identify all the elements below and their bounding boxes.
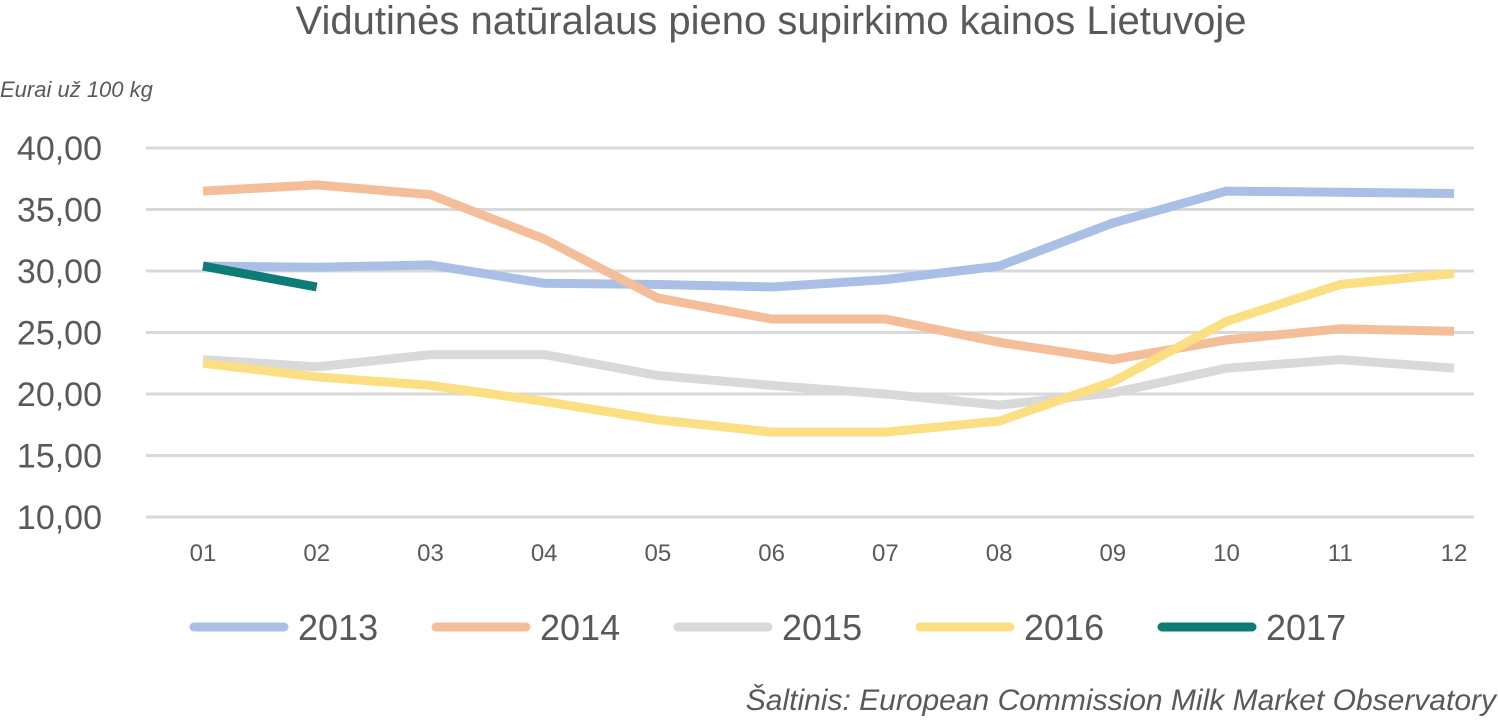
series-line-2016 <box>202 269 1455 437</box>
chart-title: Vidutinės natūralaus pieno supirkimo kai… <box>296 0 1247 43</box>
y-tick-label: 25,00 <box>17 315 102 353</box>
x-tick-label: 02 <box>303 540 330 567</box>
x-tick-label: 12 <box>1441 540 1468 567</box>
y-axis-ticks: 10,00 15,00 20,00 25,00 30,00 35,00 40,00 <box>17 130 102 537</box>
y-tick-label: 40,00 <box>17 130 102 168</box>
x-tick-label: 04 <box>531 540 558 567</box>
source-note: Šaltinis: European Commission Milk Marke… <box>746 683 1498 717</box>
y-tick-label: 15,00 <box>17 438 102 476</box>
x-tick-label: 01 <box>190 540 217 567</box>
series-line-2015 <box>202 350 1455 410</box>
legend-label-2013: 2013 <box>298 607 378 648</box>
series-line-2013 <box>202 186 1455 292</box>
gridlines <box>146 146 1474 519</box>
x-tick-label: 06 <box>758 540 785 567</box>
legend-label-2015: 2015 <box>782 607 862 648</box>
y-tick-label: 10,00 <box>17 499 102 537</box>
y-tick-label: 20,00 <box>17 376 102 414</box>
x-tick-label: 05 <box>645 540 672 567</box>
x-tick-label: 10 <box>1213 540 1240 567</box>
x-axis-ticks: 01 02 03 04 05 06 07 08 09 10 11 12 <box>190 540 1468 567</box>
y-axis-unit-label: Eurai už 100 kg <box>0 77 154 102</box>
legend-label-2014: 2014 <box>540 607 620 648</box>
series-lines <box>202 180 1455 437</box>
x-tick-label: 03 <box>417 540 444 567</box>
legend-label-2016: 2016 <box>1024 607 1104 648</box>
x-tick-label: 08 <box>986 540 1013 567</box>
y-tick-label: 35,00 <box>17 192 102 230</box>
series-line-2014 <box>202 180 1455 365</box>
x-tick-label: 09 <box>1099 540 1126 567</box>
series-line-2017 <box>202 261 318 292</box>
y-tick-label: 30,00 <box>17 253 102 291</box>
legend: 2013 2014 2015 2016 2017 <box>189 607 1346 648</box>
legend-label-2017: 2017 <box>1266 607 1346 648</box>
x-tick-label: 07 <box>872 540 899 567</box>
x-tick-label: 11 <box>1328 540 1353 567</box>
